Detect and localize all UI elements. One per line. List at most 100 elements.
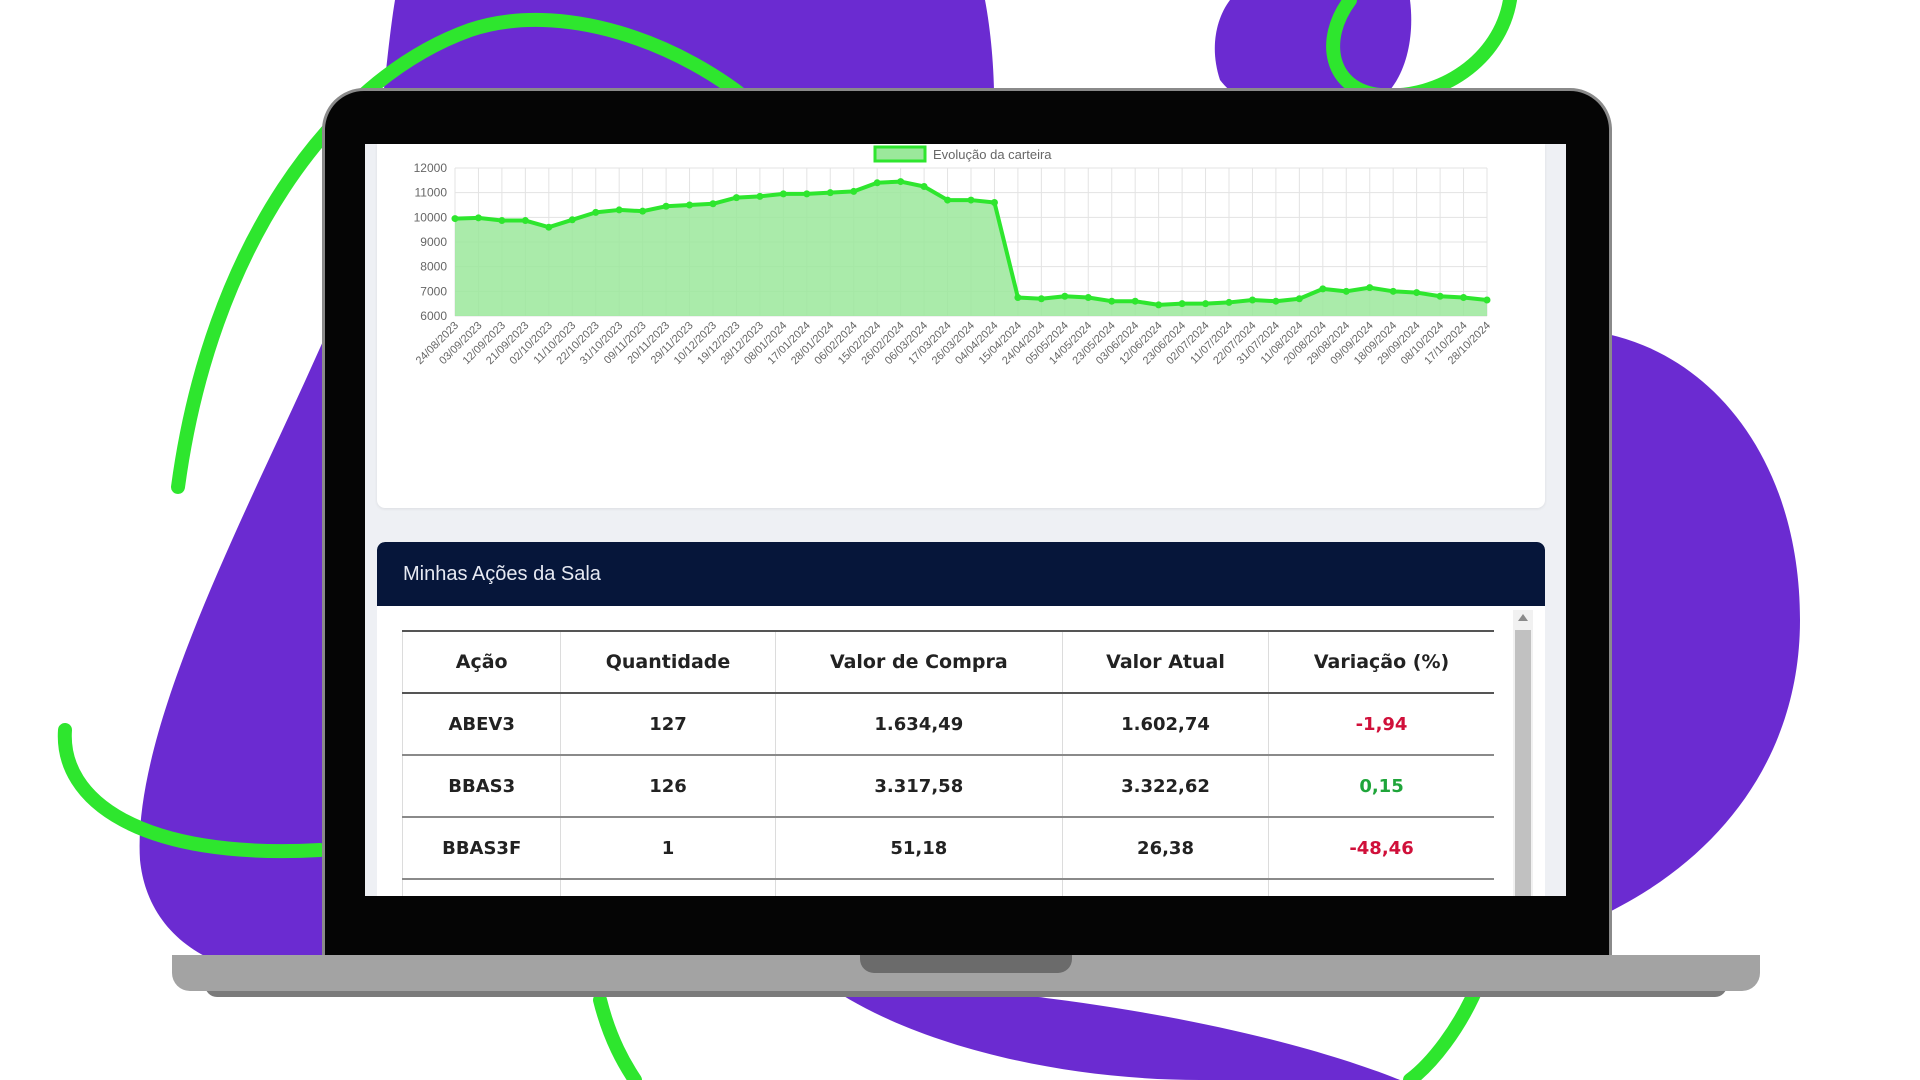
cell-valor-atual: [1062, 879, 1270, 896]
data-point: [615, 206, 623, 214]
scroll-up-arrow-icon[interactable]: [1518, 614, 1528, 621]
data-point: [639, 207, 647, 215]
table-scrollbar[interactable]: [1513, 610, 1533, 896]
data-point: [873, 179, 881, 187]
data-point: [1460, 294, 1468, 301]
green-curve-left: [171, 12, 767, 494]
data-point: [756, 192, 764, 200]
data-point: [521, 217, 529, 225]
cell-valor-atual: 1.602,74: [1062, 693, 1270, 755]
chart-card: 12000 11000 10000 9000 8000 7000 6000 24/08/202…: [377, 144, 1545, 508]
data-point: [1342, 287, 1350, 295]
portfolio-chart: 120001100010000900080007000600024/08/202…: [414, 145, 1493, 367]
cell-quantidade: 1: [560, 817, 776, 879]
data-point: [1366, 284, 1374, 292]
cell-valor-atual: 3.322,62: [1062, 755, 1270, 817]
stocks-card-title: Minhas Ações da Sala: [377, 542, 1545, 606]
data-point: [1108, 297, 1116, 305]
legend-swatch: [873, 145, 927, 163]
purple-blob-bottom: [820, 980, 1400, 1080]
cell-acao: BBAS3F: [401, 817, 562, 879]
data-point: [1295, 295, 1303, 303]
data-point: [1272, 297, 1280, 305]
table-header-row: Ação Quantidade Valor de Compra Valor At…: [401, 631, 1494, 693]
stocks-table-wrapper: Ação Quantidade Valor de Compra Valor At…: [401, 630, 1495, 896]
table-row[interactable]: ABEV3 127 1.634,49 1.602,74 -1,94: [401, 693, 1494, 755]
column-header-valor-atual[interactable]: Valor Atual: [1062, 631, 1270, 693]
cell-acao: BBAS3: [401, 755, 562, 817]
data-point: [990, 199, 998, 207]
table-row[interactable]: BBAS3 126 3.317,58 3.322,62 0,15: [401, 755, 1494, 817]
scrollbar-thumb[interactable]: [1515, 630, 1531, 896]
green-curve-lower-left: [57, 723, 327, 859]
data-point: [1084, 294, 1092, 301]
data-point: [920, 183, 928, 190]
table-row[interactable]: BBAS3F 1 51,18 26,38 -48,46: [401, 817, 1494, 879]
series-area: [455, 181, 1487, 316]
data-point: [1225, 298, 1233, 306]
data-point: [568, 216, 576, 224]
cell-variacao: -1,94: [1355, 713, 1408, 735]
data-point: [803, 190, 811, 198]
data-point: [686, 201, 694, 209]
data-point: [1037, 295, 1045, 303]
data-point: [967, 196, 975, 204]
stocks-table: Ação Quantidade Valor de Compra Valor At…: [401, 630, 1495, 896]
cell-valor-atual: 26,38: [1062, 817, 1270, 879]
data-point: [1061, 292, 1069, 300]
column-header-variacao[interactable]: Variação (%): [1313, 651, 1450, 673]
legend-label: Evolução da carteira: [933, 147, 1052, 162]
cell-variacao: -48,46: [1349, 837, 1414, 859]
y-tick-label: 8000: [420, 260, 447, 274]
data-point: [1389, 287, 1397, 295]
data-point: [1483, 296, 1491, 304]
cell-valor-compra: 51,18: [775, 817, 1064, 879]
data-point: [779, 190, 787, 198]
data-point: [592, 208, 600, 216]
column-header-quantidade[interactable]: Quantidade: [560, 631, 776, 693]
y-tick-label: 10000: [414, 210, 448, 224]
data-point: [1178, 300, 1186, 308]
data-point: [1014, 294, 1022, 301]
data-point: [1413, 289, 1421, 297]
y-tick-label: 12000: [414, 161, 448, 175]
cell-acao: ABEV3: [401, 693, 562, 755]
cell-variacao: 0,15: [1359, 775, 1404, 797]
data-point: [474, 214, 482, 222]
laptop-screen: 12000 11000 10000 9000 8000 7000 6000 24/08/202…: [365, 144, 1566, 896]
stocks-card: Minhas Ações da Sala Ação Quantidade Val…: [377, 542, 1545, 896]
column-header-valor-compra[interactable]: Valor de Compra: [775, 631, 1064, 693]
data-point: [451, 215, 459, 223]
cell-valor-compra: [775, 879, 1064, 896]
data-point: [1248, 296, 1256, 304]
y-tick-label: 11000: [415, 186, 448, 200]
data-point: [732, 194, 740, 202]
data-point: [498, 217, 506, 225]
data-point: [1155, 301, 1163, 309]
data-point: [662, 202, 670, 210]
column-header-acao[interactable]: Ação: [401, 631, 562, 693]
laptop-notch: [860, 955, 1072, 973]
cell-quantidade: 127: [560, 693, 776, 755]
data-point: [850, 187, 858, 195]
data-point: [944, 196, 952, 204]
data-point: [1319, 285, 1327, 293]
cell-variacao: [1269, 879, 1494, 896]
cell-quantidade: 126: [560, 755, 776, 817]
cell-acao: [401, 879, 562, 896]
data-point: [826, 189, 834, 197]
cell-valor-compra: 1.634,49: [775, 693, 1064, 755]
y-tick-label: 7000: [420, 284, 447, 298]
data-point: [545, 223, 553, 231]
data-point: [897, 178, 905, 186]
y-tick-label: 6000: [420, 309, 447, 323]
data-point: [1131, 297, 1139, 305]
table-row[interactable]: [401, 879, 1495, 896]
data-point: [1436, 292, 1444, 300]
green-curve-bottom: [593, 993, 642, 1080]
cell-valor-compra: 3.317,58: [775, 755, 1064, 817]
cell-quantidade: [560, 879, 776, 896]
y-tick-label: 9000: [420, 235, 447, 249]
data-point: [709, 200, 717, 208]
